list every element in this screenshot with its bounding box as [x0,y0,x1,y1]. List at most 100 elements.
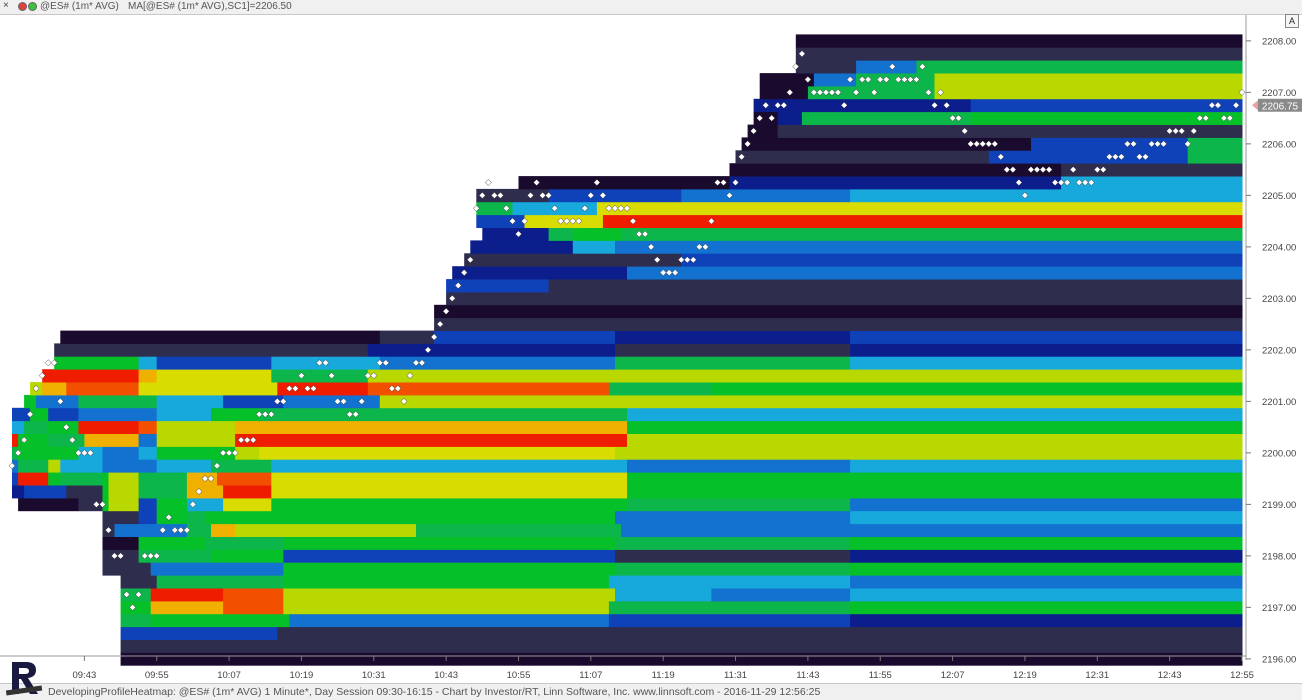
heat-cell-35-2 [596,201,1243,216]
heat-cell-10-5 [271,523,417,537]
ma-point-117 [714,179,721,186]
instrument-title[interactable]: @ES# (1m* AVG) [40,1,119,12]
time-axis[interactable]: 09:43 09:55 10:07 10:19 10:31 10:43 10:55 11:07… [0,655,1254,681]
ma-point-188 [1142,153,1149,161]
heat-cell-4-0 [120,600,152,615]
ma-point-68 [418,359,426,367]
heat-cell-28-0 [446,291,610,306]
heat-cell-19-9 [850,407,1243,422]
ma-point-81 [497,192,504,199]
y-tick-label-3: 2199.00 [1262,500,1296,511]
heatmap-chart[interactable]: 2196.00 2197.00 2198.00 2199.00 2200.00 2201.… [0,15,1302,683]
ma-point-185 [1124,140,1131,148]
heat-cell-22-5 [615,369,851,383]
ma-point-66 [406,372,414,379]
ma-point-65 [400,398,408,405]
heat-cell-33-2 [572,227,622,241]
ma-point-177 [1075,179,1083,186]
heat-cell-17-5 [156,433,236,447]
ma-point-90 [551,204,559,212]
indicator-status-icons[interactable] [18,2,38,14]
heat-cell-15-10 [850,459,1243,473]
ma-point-159 [967,140,975,148]
ma-point-45 [279,398,287,405]
ma-point-113 [689,256,697,264]
ma-point-153 [931,101,938,109]
heat-cell-46-1 [856,60,917,74]
heat-cell-23-0 [54,356,140,370]
heat-cell-18-4 [138,420,158,434]
heat-cell-19-2 [48,407,79,422]
heat-cell-0-0 [120,652,1243,666]
heat-cell-12-6 [186,497,224,512]
autoscale-button[interactable]: A [1285,14,1299,28]
heat-cell-22-1 [138,369,158,383]
heat-cell-19-0 [12,407,31,422]
ma-point-132 [804,76,812,83]
ma-point-111 [677,256,685,264]
heat-cell-22-3 [271,369,369,383]
heat-cell-8-5 [850,549,1243,563]
ma-point-204 [1238,89,1246,96]
heat-cell-15-1 [18,459,49,473]
ma-point-147 [894,76,902,83]
heat-cell-15-6 [211,459,254,473]
ma-point-118 [720,179,727,186]
ma-point-75 [460,269,468,276]
ma-point-123 [750,127,757,135]
price-axis[interactable]: 2196.00 2197.00 2198.00 2199.00 2200.00 2201.… [1245,15,1296,665]
ma-point-91 [557,217,565,225]
ma-point-25 [159,526,167,534]
heat-cell-13-4 [108,485,140,499]
heat-cell-14-1 [18,472,49,486]
heat-cell-45-1 [813,73,857,87]
heat-cell-16-5 [138,446,158,460]
heat-cell-13-8 [271,485,628,499]
x-tick-label-8: 11:19 [652,670,675,681]
ma-point-139 [846,76,854,83]
ma-point-135 [822,89,830,96]
red-dot-icon[interactable] [18,2,27,11]
ma-point-86 [527,192,534,199]
ma-point-145 [882,76,890,83]
heat-cell-18-9 [850,420,1243,434]
ma-point-18 [117,552,124,560]
ma-point-167 [1015,179,1023,186]
ma-point-76 [466,256,474,264]
ma-point-115 [702,243,709,251]
ma-point-100 [611,204,619,212]
close-icon[interactable]: × [3,0,9,11]
heat-cell-9-2 [205,536,284,550]
heat-cell-37-0 [518,176,730,190]
heat-cell-9-5 [850,536,1243,550]
heat-cell-5-2 [223,588,284,602]
ma-indicator-title[interactable]: MA[@ES# (1m* AVG),SC1]=2206.50 [128,1,292,12]
heat-cell-26-0 [434,317,610,331]
ma-point-160 [973,140,981,148]
ma-point-6 [44,359,52,367]
ma-point-203 [1232,101,1240,109]
ma-point-48 [298,372,305,379]
heat-cell-44-0 [759,85,809,100]
heat-cell-35-0 [476,201,513,216]
ma-point-37 [231,449,239,457]
heat-cell-3-2 [289,613,610,628]
title-bar: × @ES# (1m* AVG) MA[@ES# (1m* AVG),SC1]=… [0,0,1302,15]
heat-cell-20-4 [223,394,284,409]
heat-cell-14-0 [12,472,19,486]
heat-cell-44-2 [934,85,1243,100]
green-dot-icon[interactable] [28,2,37,11]
ma-point-166 [1009,166,1017,173]
heat-cell-21-3 [138,382,278,396]
heat-cell-12-9 [627,497,851,512]
heat-cell-14-2 [48,472,61,486]
ma-point-8 [56,398,64,405]
heat-cell-33-3 [621,227,1243,241]
ma-point-152 [925,89,932,96]
ma-point-169 [1027,166,1035,173]
heat-cell-21-2 [66,382,140,396]
heat-cell-41-0 [747,124,779,138]
heat-cell-9-1 [138,536,206,550]
heat-cell-14-6 [138,472,188,486]
heat-cell-30-1 [627,266,1243,280]
